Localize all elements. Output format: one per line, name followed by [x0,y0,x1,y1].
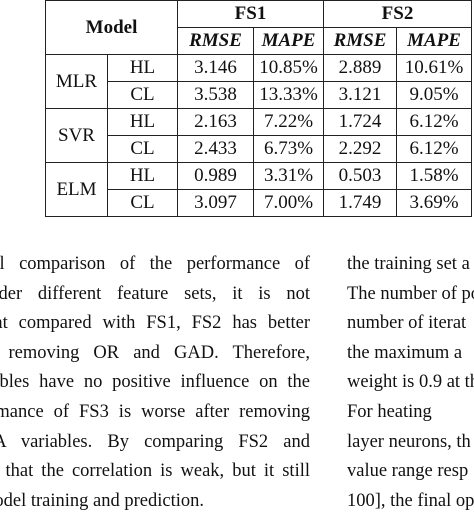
text-line: er removing OR and GAD. Therefore, [0,342,310,363]
value-cell: 10.85% [253,54,324,82]
text-line: GA variables. By comparing FS2 and [0,431,310,452]
text-line: weight is 0.9 at th [347,372,474,393]
fs2-header: FS2 [323,0,472,28]
text-line: en that the correlation is weak, but it … [0,461,310,482]
text-line: For heating [347,401,432,422]
value-cell: 0.989 [177,162,254,190]
text-line: riables have no positive influence on th… [0,372,310,393]
value-cell: 9.05% [396,81,472,109]
body-text-left-column: rtal comparison of the performance of und… [0,250,310,516]
fs1-header: FS1 [177,0,324,28]
value-cell: 2.433 [177,135,254,163]
metric-header: RMSE [177,27,254,55]
value-cell: 2.163 [177,108,254,136]
model-name-cell: ELM [45,162,108,217]
text-line: that compared with FS1, FS2 has better [0,313,310,334]
text-line: rtal comparison of the performance of [0,254,310,274]
load-type-cell: HL [107,108,178,136]
metric-header: RMSE [323,27,397,55]
value-cell: 7.00% [253,189,324,217]
text-line: under different feature sets, it is not [0,283,310,304]
metric-header: MAPE [253,27,324,55]
text-line: the training set a [347,254,470,274]
load-type-cell: CL [107,135,178,163]
value-cell: 6.73% [253,135,324,163]
model-name-cell: MLR [45,54,108,109]
table-row: MLR HL 3.146 10.85% 2.889 10.61% [45,54,472,109]
text-line: 100], the final op [347,490,474,511]
value-cell: 1.58% [396,162,472,190]
text-line: value range resp [347,461,469,482]
text-line: layer neurons, th [347,431,471,452]
body-text-right-column: the training set a The number of po number… [347,250,474,516]
value-cell: 1.724 [323,108,397,136]
model-name-cell: SVR [45,108,108,163]
model-header: Model [45,0,178,55]
results-table: Model FS1 FS2 RMSE MAPE RMSE MAPE MLR HL 3… [45,0,472,217]
metric-header: MAPE [396,27,472,55]
text-line: number of iterat [347,313,467,334]
value-cell: 6.12% [396,135,472,163]
table-metric-row: RMSE MAPE RMSE MAPE [46,27,472,55]
value-cell: 2.889 [323,54,397,82]
value-cell: 2.292 [323,135,397,163]
value-cell: 10.61% [396,54,472,82]
value-cell: 1.749 [323,189,397,217]
value-cell: 13.33% [253,81,324,109]
value-cell: 3.146 [177,54,254,82]
results-table-body: Model FS1 FS2 RMSE MAPE RMSE MAPE MLR HL 3… [45,0,472,217]
text-line: ormance of FS3 is worse after removing [0,401,310,422]
value-cell: 3.097 [177,189,254,217]
load-type-cell: HL [107,54,178,82]
value-cell: 0.503 [323,162,397,190]
value-cell: 6.12% [396,108,472,136]
table-row: CL 3.538 13.33% 3.121 9.05% [46,81,472,109]
value-cell: 3.538 [177,81,254,109]
table-row: SVR HL 2.163 7.22% 1.724 6.12% [45,108,472,163]
value-cell: 7.22% [253,108,324,136]
value-cell: 3.31% [253,162,324,190]
text-line: model training and prediction. [0,490,204,511]
value-cell: 3.69% [396,189,472,217]
value-cell: 3.121 [323,81,397,109]
load-type-cell: CL [107,81,178,109]
load-type-cell: CL [107,189,178,217]
table-header-row: Model FS1 FS2 [45,0,472,55]
table-row: CL 2.433 6.73% 2.292 6.12% [46,135,472,163]
table-row: ELM HL 0.989 3.31% 0.503 1.58% [45,162,472,217]
table-row: CL 3.097 7.00% 1.749 3.69% [46,189,472,217]
text-line: the maximum a [347,342,463,363]
results-table-container: Model FS1 FS2 RMSE MAPE RMSE MAPE MLR HL 3… [45,0,472,217]
text-line: The number of po [347,283,474,304]
load-type-cell: HL [107,162,178,190]
